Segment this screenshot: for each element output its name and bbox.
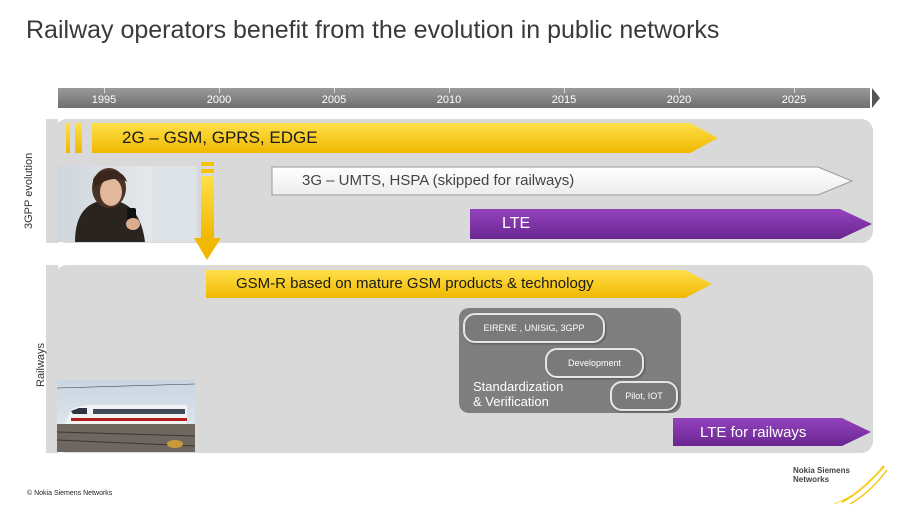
gsm-transfer-arrow <box>201 162 214 166</box>
gsm-transfer-arrow <box>201 169 214 173</box>
year-label: 1995 <box>91 94 117 106</box>
timeline-arrowhead <box>872 88 880 108</box>
gsm-transfer-arrow <box>201 176 214 238</box>
year-label: 2015 <box>551 94 577 106</box>
umts-label: 3G – UMTS, HSPA (skipped for railways) <box>302 172 575 189</box>
slide-title: Railway operators benefit from the evolu… <box>26 16 720 44</box>
timeline-tick <box>104 88 105 93</box>
lte-arrow <box>470 209 872 239</box>
development-pill: Development <box>545 348 644 378</box>
nsn-logo-text: Nokia Siemens Networks <box>793 466 850 484</box>
gsm-transfer-arrow <box>194 238 221 260</box>
timeline-tick <box>564 88 565 93</box>
lte-rail-label: LTE for railways <box>700 424 807 441</box>
lte-label: LTE <box>502 215 531 232</box>
gsm-arrow <box>92 123 718 153</box>
train-photo <box>57 380 195 452</box>
copyright-text: © Nokia Siemens Networks <box>27 490 113 497</box>
timeline-tick <box>794 88 795 93</box>
timeline-bar <box>58 88 870 108</box>
verification-line: & Verification <box>473 394 549 409</box>
year-label: 2005 <box>321 94 347 106</box>
year-label: 2025 <box>781 94 807 106</box>
standardization-label: Standardization & Verification <box>473 379 563 409</box>
gsm-start-marker <box>66 123 70 153</box>
logo-line: Nokia Siemens <box>793 466 850 475</box>
standardization-line: Standardization <box>473 379 564 394</box>
timeline-tick <box>334 88 335 93</box>
timeline-tick <box>679 88 680 93</box>
gsmr-label: GSM-R based on mature GSM products & tec… <box>236 275 594 292</box>
nsn-logo-swoosh <box>833 465 888 505</box>
timeline-tick <box>449 88 450 93</box>
lte-rail-arrow <box>673 418 871 446</box>
mobile-user-photo <box>57 166 197 242</box>
pilot-pill: Pilot, IOT <box>610 381 678 411</box>
gsmr-arrow <box>206 270 712 298</box>
eirene-pill: EIRENE , UNISIG, 3GPP <box>463 313 605 343</box>
timeline-tick <box>219 88 220 93</box>
year-label: 2010 <box>436 94 462 106</box>
umts-arrow <box>271 166 854 196</box>
gsm-start-marker <box>75 123 82 153</box>
logo-line: Networks <box>793 475 830 484</box>
year-label: 2020 <box>666 94 692 106</box>
gsm-label: 2G – GSM, GPRS, EDGE <box>122 128 318 147</box>
year-label: 2000 <box>206 94 232 106</box>
